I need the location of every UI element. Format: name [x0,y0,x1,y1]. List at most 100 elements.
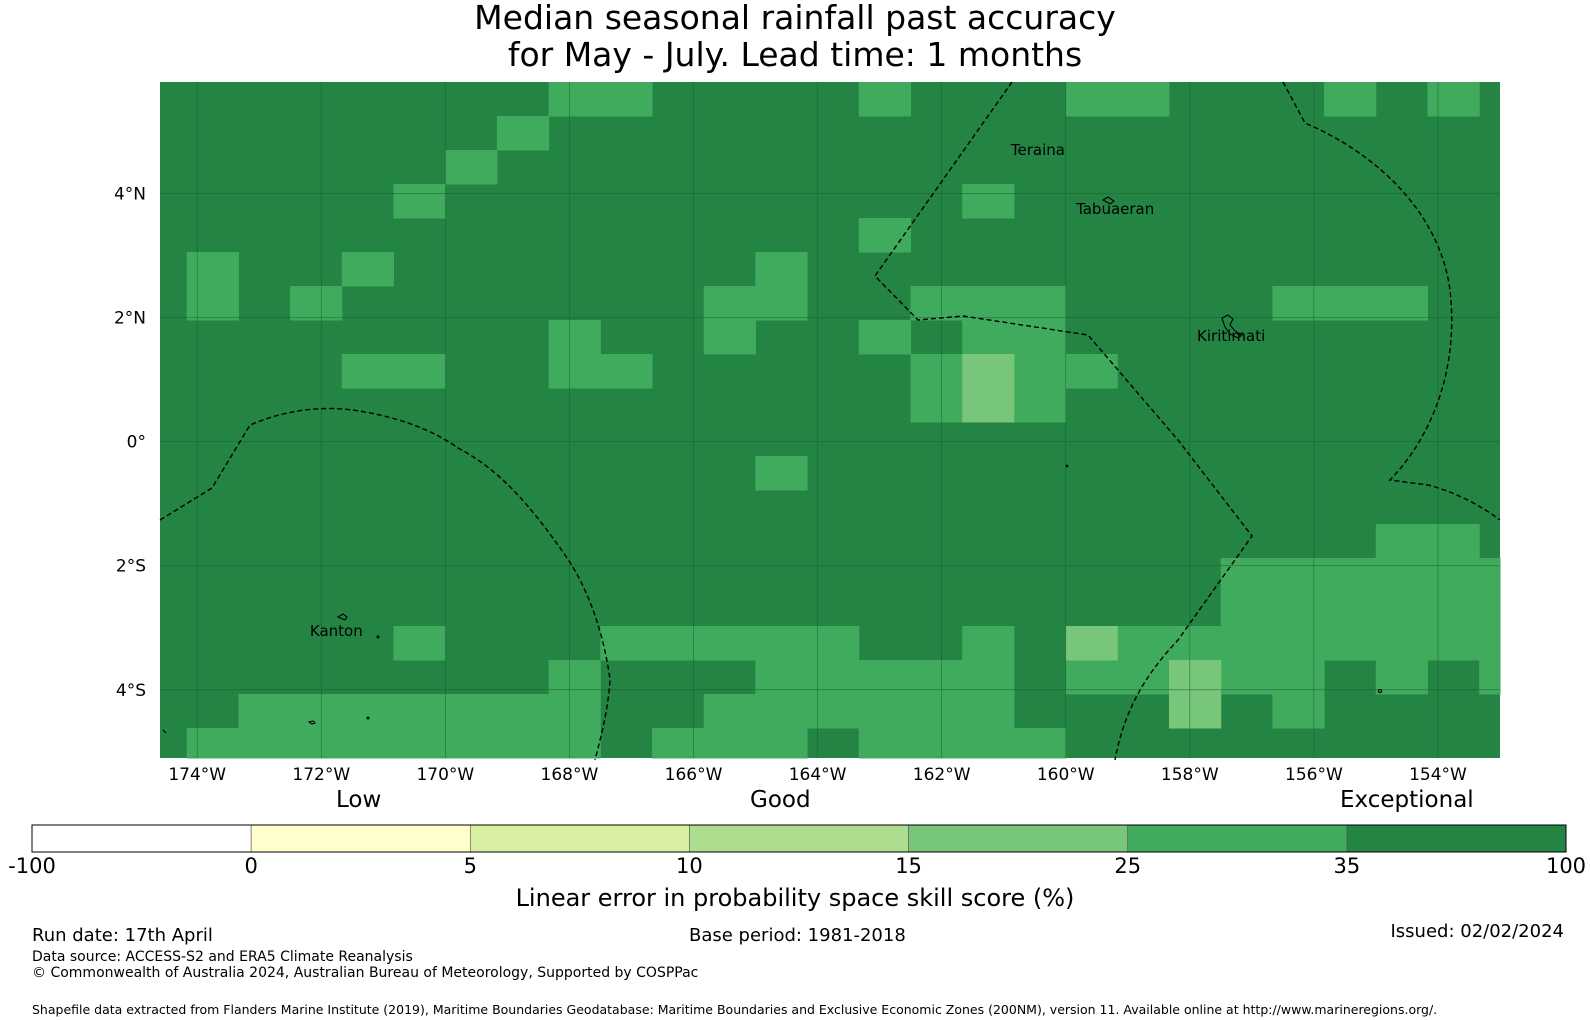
grid-cell-25-35 [962,184,1015,219]
x-tick-label: 172°W [292,765,350,785]
grid-cell-25-35 [703,286,756,321]
colorbar-segment [469,824,690,853]
x-tick-label: 154°W [1409,765,1467,785]
grid-cell-25-35 [1427,82,1480,117]
grid-cell-25-35 [1272,286,1325,321]
x-tick-label: 162°W [913,765,971,785]
y-tick-label: 2°S [116,557,146,577]
grid-cell-25-35 [341,694,394,729]
islet-1 [1065,464,1069,468]
grid-cell-25-35 [755,286,808,321]
grid-cell-25-35 [1324,558,1377,593]
grid-cell-25-35 [1013,388,1067,423]
grid-cell-25-35 [341,728,394,759]
base-period: Base period: 1981-2018 [689,925,906,946]
grid-cell-25-35 [703,626,756,661]
colorbar-tick-label: 100 [1545,854,1587,878]
x-tick-label: 156°W [1285,765,1343,785]
grid-cell-15-25 [1065,626,1118,661]
place-label-tabuaeran: Tabuaeran [1076,200,1155,219]
grid-cell-25-35 [1013,286,1067,321]
grid-cell-25-35 [1220,660,1273,695]
grid-cell-25-35 [600,354,653,389]
grid-cell-25-35 [393,184,446,219]
grid-cell-25-35 [1375,286,1428,321]
eez-boundary-phoenix [159,407,611,761]
grid-cell-25-35 [1117,626,1170,661]
grid-cell-25-35 [1479,626,1501,661]
colorbar-tick-label: 35 [1333,854,1361,878]
colorbar-segment [31,824,252,853]
grid-cell-25-35 [910,354,963,389]
grid-cell-25-35 [1324,82,1377,117]
grid-cell-25-35 [1013,728,1067,759]
issued-date: Issued: 02/02/2024 [1390,921,1564,942]
grid-cell-25-35 [1375,592,1428,627]
colorbar-tick-label: 25 [1114,854,1142,878]
colorbar-category-exceptional: Exceptional [1340,787,1474,813]
grid-cell-25-35 [1220,592,1273,627]
grid-cell-25-35 [1117,660,1170,695]
shapefile-credit: Shapefile data extracted from Flanders M… [32,1002,1438,1017]
grid-cell-25-35 [962,660,1015,695]
grid-cell-25-35 [186,728,239,759]
grid-cell-25-35 [962,320,1015,355]
grid-cell-25-35 [290,728,343,759]
grid-cell-25-35 [703,320,756,355]
grid-cell-25-35 [1324,626,1377,661]
grid-cell-25-35 [186,286,239,321]
grid-cell-25-35 [858,660,911,695]
grid-cell-25-35 [755,728,808,759]
eez-boundary-line-west [874,81,1253,761]
y-tick-label: 2°N [114,309,146,329]
grid-cell-25-35 [962,694,1015,729]
grid-cell-25-35 [600,82,653,117]
grid-cell-25-35 [755,252,808,287]
grid-cell-25-35 [1169,626,1222,661]
islet-5 [366,716,370,720]
x-tick-label: 174°W [168,765,226,785]
colorbar-frame [31,824,1567,853]
grid-cell-25-35 [1375,558,1428,593]
place-label-kiritimati: Kiritimati [1197,327,1266,346]
island-kiritimati-shape [1221,314,1243,339]
grid-cell-25-35 [652,626,705,661]
x-tick-label: 170°W [416,765,474,785]
grid-cell-25-35 [1013,354,1067,389]
y-tick-label: 0° [127,433,146,453]
x-tick-label: 160°W [1037,765,1095,785]
grid-cell-25-35 [807,626,860,661]
grid-cell-25-35 [858,694,911,729]
grid-cell-25-35 [548,354,601,389]
grid-cell-25-35 [341,354,394,389]
grid-cell-25-35 [186,252,239,287]
grid-cell-25-35 [548,82,601,117]
y-tick-label: 4°S [116,681,146,701]
island-tabuaeran-shape [1101,196,1115,205]
eez-boundaries [159,81,1501,761]
grid-cell-25-35 [910,286,963,321]
x-tick-label: 158°W [1161,765,1219,785]
skill-grid [160,82,1501,759]
grid-cell-25-35 [962,626,1015,661]
colorbar-title: Linear error in probability space skill … [515,884,1075,912]
grid-cell-25-35 [1065,660,1118,695]
grid-cell-25-35 [1220,558,1273,593]
grid-cell-25-35 [1375,524,1428,559]
grid-cell-25-35 [858,320,911,355]
grid-cell-25-35 [1479,558,1501,593]
grid-cell-25-35 [393,626,446,661]
grid-cell-25-35 [910,388,963,423]
grid-cell-25-35 [755,456,808,491]
grid-cell-25-35 [548,694,601,729]
colorbar [31,824,1567,853]
grid-cell-25-35 [910,728,963,759]
grid-cell-25-35 [1324,286,1377,321]
x-tick-label: 164°W [789,765,847,785]
place-label-teraina: Teraina [1010,141,1065,160]
grid-cell-25-35 [1065,354,1118,389]
islet-4 [307,720,317,725]
grid-cell-25-35 [548,320,601,355]
grid-cell-25-35 [755,660,808,695]
grid-cell-25-35 [1272,660,1325,695]
